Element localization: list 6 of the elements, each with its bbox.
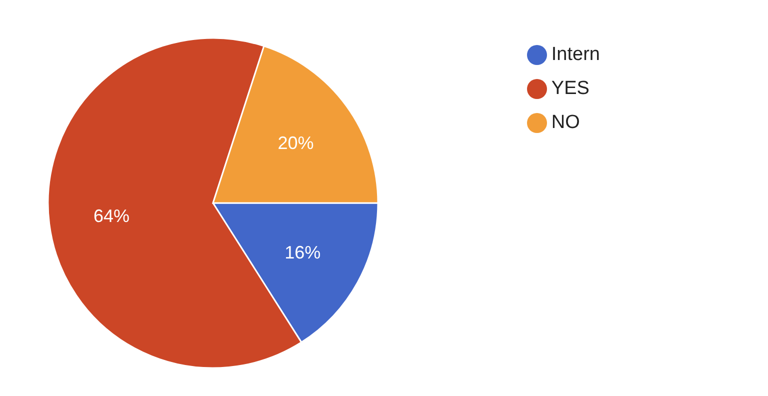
legend-label: YES: [551, 78, 590, 99]
data-label: 20%: [278, 132, 314, 153]
legend-label: NO: [551, 112, 580, 133]
data-label: 16%: [284, 242, 321, 262]
data-label: 64%: [93, 206, 130, 226]
legend-label: Intern: [551, 44, 600, 65]
